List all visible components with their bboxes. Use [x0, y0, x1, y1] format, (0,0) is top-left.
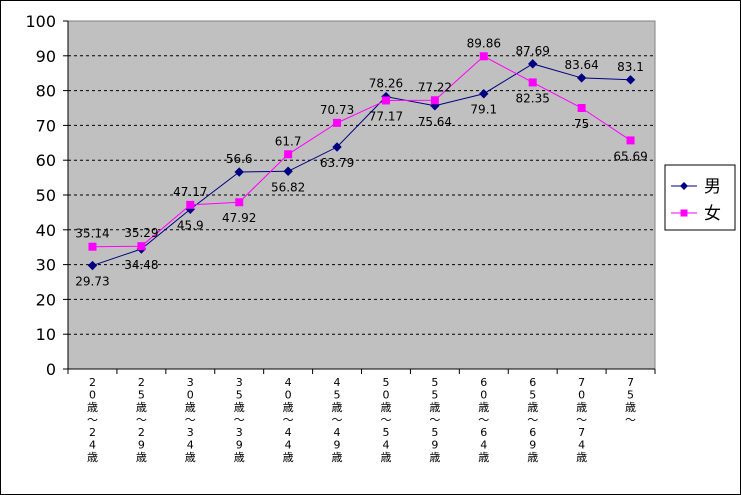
data-label: 89.86 [467, 36, 501, 50]
data-label: 83.1 [617, 60, 644, 74]
data-label: 35.14 [75, 227, 109, 241]
data-point [283, 166, 293, 176]
y-tick-label: 30 [36, 256, 56, 275]
data-label: 77.22 [418, 80, 452, 94]
y-tick-label: 80 [36, 82, 56, 101]
data-label: 47.17 [173, 185, 207, 199]
data-point [235, 198, 244, 207]
y-tick-label: 100 [25, 12, 56, 31]
x-tick-label: 6 0 歳～ 6 4 歳 [478, 376, 489, 464]
data-label: 47.92 [222, 211, 256, 225]
y-tick-label: 90 [36, 47, 56, 66]
x-tick-label: 5 5 歳～ 5 9 歳 [429, 376, 440, 464]
x-tick-label: 5 0 歳～ 5 4 歳 [380, 376, 391, 464]
data-label: 70.73 [320, 103, 354, 117]
x-tick-label: 2 5 歳～ 2 9 歳 [136, 376, 147, 464]
data-label: 75 [574, 117, 589, 131]
data-label: 65.69 [613, 149, 647, 163]
data-label: 82.35 [516, 91, 550, 105]
data-labels: 29.73 35.14 34.48 35.29 45.9 47.17 56.6 47.92 56… [75, 36, 647, 288]
data-point [333, 118, 342, 127]
data-label: 79.1 [470, 103, 497, 117]
data-point [576, 73, 587, 83]
data-point [528, 59, 538, 69]
data-label: 56.6 [226, 152, 253, 166]
data-point [332, 142, 342, 152]
series-group [87, 52, 636, 271]
data-label: 83.64 [564, 58, 598, 72]
data-label: 75.64 [418, 115, 452, 129]
series-line [92, 55, 631, 248]
data-label: 34.48 [124, 258, 158, 272]
data-label: 78.26 [369, 77, 403, 91]
data-label: 61.7 [275, 134, 302, 148]
data-point [88, 242, 97, 251]
data-label: 29.73 [75, 275, 109, 289]
y-tick-label: 10 [36, 325, 56, 344]
legend-label: 女 [704, 204, 721, 224]
data-label: 87.69 [516, 44, 550, 58]
x-tick-label: 6 5 歳～ 6 9 歳 [527, 376, 538, 464]
y-tick-label: 0 [46, 360, 56, 379]
data-point [625, 75, 636, 85]
legend-box [664, 164, 736, 231]
data-point [479, 52, 488, 61]
data-label: 63.79 [320, 156, 354, 170]
x-tick-label: 7 5 歳～ [625, 376, 636, 427]
legend: 男女 [664, 164, 736, 231]
data-point [284, 150, 293, 159]
data-point [381, 96, 390, 105]
y-tick-label: 40 [36, 221, 56, 240]
data-label: 45.9 [177, 218, 204, 232]
x-tick-label: 4 0 歳～ 4 4 歳 [283, 376, 294, 464]
x-tick-label: 3 5 歳～ 3 9 歳 [234, 376, 245, 464]
x-tick-label: 7 0 歳～ 7 4 歳 [576, 376, 587, 464]
y-axis: 0 10 20 30 40 50 60 70 80 90 100 [25, 12, 69, 379]
data-point [234, 167, 244, 177]
x-tick-label: 3 0 歳～ 3 4 歳 [185, 376, 196, 464]
y-tick-label: 50 [36, 186, 56, 205]
data-label: 56.82 [271, 180, 305, 194]
data-point [626, 136, 635, 145]
data-label: 77.17 [369, 109, 403, 123]
y-tick-label: 20 [36, 290, 56, 309]
data-point [479, 89, 489, 99]
data-point [186, 200, 195, 209]
x-tick-label: 4 5 歳～ 4 9 歳 [332, 376, 343, 464]
data-point [87, 260, 98, 271]
legend-label: 男 [704, 177, 721, 197]
data-point [137, 242, 146, 251]
series-line [92, 63, 631, 267]
legend-marker [680, 209, 688, 217]
data-point [577, 104, 586, 112]
legend-marker [680, 182, 688, 190]
data-point [430, 96, 439, 105]
data-point [528, 78, 537, 87]
y-tick-label: 60 [36, 151, 56, 170]
x-tick-label: 2 0 歳～ 2 4 歳 [87, 376, 98, 464]
data-label: 35.29 [124, 226, 158, 240]
x-axis: 2 0 歳～ 2 4 歳 2 5 歳～ 2 9 歳 3 0 歳～ 3 4 歳 3 5 歳～ 3 9 歳 4 0 歳～ 4 4 歳 4 5 歳～ 4… [67, 368, 656, 464]
y-tick-label: 70 [36, 116, 56, 135]
gridlines [68, 55, 655, 335]
